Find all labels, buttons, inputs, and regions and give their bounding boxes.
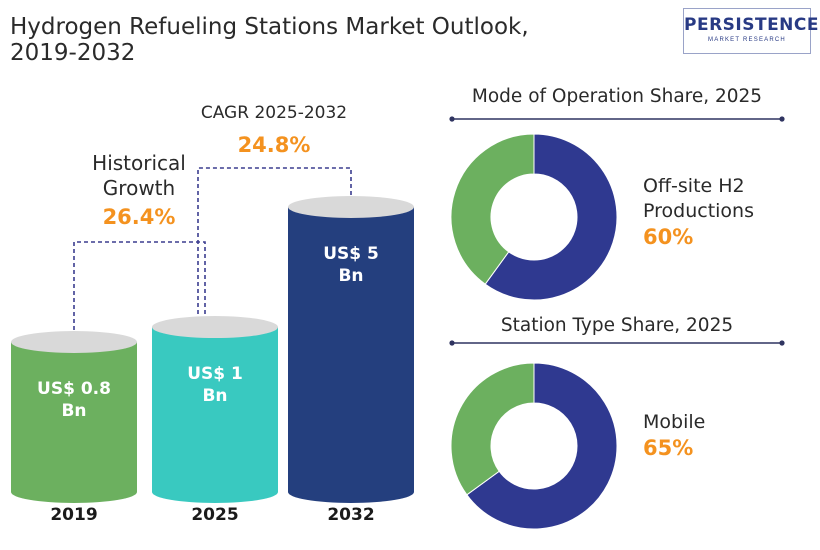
callout-value: 60% (643, 225, 693, 249)
x-tick-label: 2019 (50, 505, 97, 525)
bar-value-label: US$ 1 (187, 364, 243, 384)
growth-connector (73, 241, 206, 330)
divider-dot (449, 116, 455, 122)
bar-top-2019 (11, 331, 137, 353)
page-title: Hydrogen Refueling Stations Market Outlo… (10, 14, 529, 66)
callout-label: Off-site H2 (643, 175, 745, 197)
bar-top-2025 (152, 316, 278, 339)
donut-slice (450, 362, 535, 496)
divider-dot (449, 340, 455, 346)
cagr-connector (197, 167, 352, 315)
donut-slice (466, 362, 618, 530)
donut-title: Mode of Operation Share, 2025 (472, 86, 762, 107)
divider-dot (779, 116, 785, 122)
donut-title: Station Type Share, 2025 (501, 315, 733, 336)
bar-value-label: Bn (202, 386, 227, 406)
x-tick-label: 2032 (327, 505, 374, 525)
callout-label: Mobile (643, 411, 705, 433)
bar-value-label: Bn (338, 266, 363, 286)
logo-sub-text: MARKET RESEARCH (708, 37, 786, 43)
persistence-logo: PERSISTENCE MARKET RESEARCH (683, 8, 820, 54)
annotation-value: 26.4% (103, 205, 176, 229)
bar-value-label: US$ 5 (323, 244, 379, 264)
x-tick-label: 2025 (191, 505, 238, 525)
bar-2019 (11, 342, 137, 503)
bar-value-label: Bn (61, 401, 86, 421)
donut-slice (450, 133, 535, 285)
bar-top-2032 (288, 196, 414, 218)
logo-main-text: PERSISTENCE (684, 15, 820, 35)
bar-2032 (288, 207, 414, 503)
callout-label: Productions (643, 200, 754, 222)
annotation-value: 24.8% (238, 133, 311, 157)
bar-value-label: US$ 0.8 (37, 379, 111, 399)
bar-2025 (152, 327, 278, 503)
annotation-label: CAGR 2025-2032 (201, 103, 347, 123)
station-type-donut: Station Type Share, 2025 Mobile 65% (449, 315, 785, 530)
annotation-label: Growth (103, 176, 175, 200)
mode-of-operation-donut: Mode of Operation Share, 2025 Off-site H2… (449, 86, 785, 301)
divider-dot (779, 340, 785, 346)
callout-value: 65% (643, 436, 693, 460)
annotation-label: Historical (92, 151, 186, 175)
donut-slice (484, 133, 618, 301)
